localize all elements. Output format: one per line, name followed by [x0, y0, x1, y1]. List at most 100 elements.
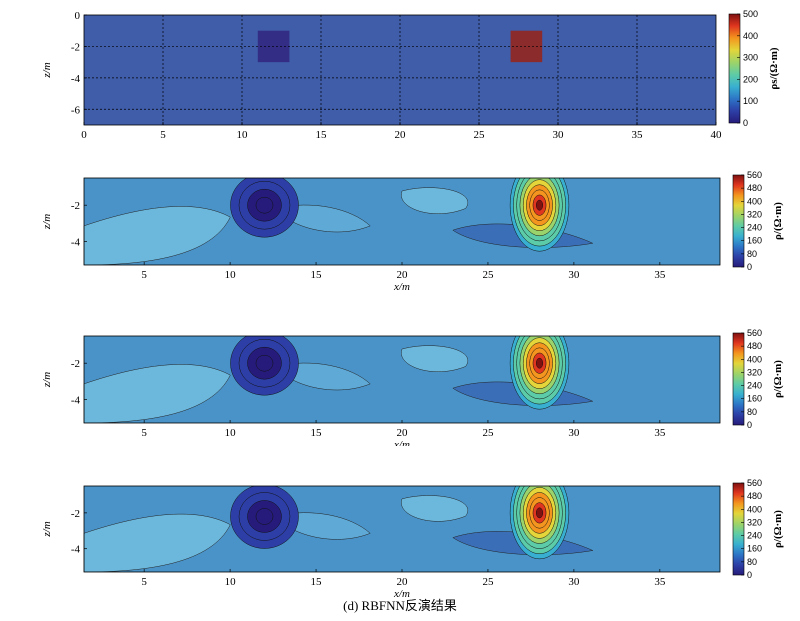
anomaly-contour-1 [255, 196, 274, 214]
x-tick-label: 20 [397, 576, 409, 588]
x-tick-label: 25 [482, 576, 494, 588]
colorbar-tick-label: 320 [747, 517, 762, 527]
x-tick-label: 20 [397, 427, 409, 439]
anomaly-contour-1 [255, 354, 274, 372]
y-tick-label: -6 [71, 104, 81, 116]
contour-band [401, 495, 469, 522]
colorbar [732, 482, 745, 576]
x-tick-label: 40 [711, 129, 723, 141]
anomaly-contour-1 [255, 508, 274, 525]
x-tick-label: 10 [225, 576, 237, 588]
y-axis-label: z/m [41, 214, 53, 230]
y-tick-label: -4 [71, 73, 81, 85]
x-tick-label: 10 [225, 269, 237, 281]
y-tick-label: -4 [71, 394, 81, 406]
mask [24, 446, 720, 486]
colorbar-label: ρ/(Ω·m) [772, 510, 784, 548]
colorbar-tick-label: 240 [747, 381, 762, 391]
y-axis-label: z/m [41, 372, 53, 388]
colorbar-tick-label: 160 [747, 394, 762, 404]
x-tick-label: 20 [395, 129, 407, 141]
x-tick-label: 25 [482, 427, 494, 439]
colorbar-tick-label: 240 [747, 531, 762, 541]
colorbar-tick-label: 0 [743, 118, 748, 128]
mask [24, 296, 720, 336]
y-tick-label: -2 [71, 41, 80, 53]
colorbar-tick-label: 300 [743, 53, 758, 63]
contour-band [274, 362, 371, 391]
colorbar-tick-label: 400 [743, 31, 758, 41]
x-tick-label: 35 [654, 269, 666, 281]
mask [24, 572, 720, 586]
colorbar-tick-label: 320 [747, 209, 762, 219]
y-tick-label: 0 [75, 10, 81, 22]
x-tick-label: 35 [654, 427, 666, 439]
x-tick-label: 15 [311, 269, 323, 281]
x-tick-label: 25 [474, 129, 486, 141]
colorbar-tick-label: 320 [747, 367, 762, 377]
panel-caption: (d) RBFNN反演结果 [343, 598, 457, 613]
anomaly-contour-2 [535, 507, 544, 519]
mask [24, 265, 720, 279]
x-tick-label: 0 [81, 129, 87, 141]
colorbar-label: ρ/(Ω·m) [772, 360, 784, 398]
y-tick-label: -2 [71, 200, 80, 212]
x-tick-label: 25 [482, 269, 494, 281]
contour-band [83, 513, 231, 573]
x-axis-label: x/m [393, 281, 410, 293]
colorbar [728, 13, 741, 124]
x-tick-label: 35 [654, 576, 666, 588]
x-tick-label: 30 [553, 129, 565, 141]
colorbar-tick-label: 480 [747, 341, 762, 351]
colorbar-tick-label: 80 [747, 249, 757, 259]
mask [24, 138, 720, 178]
y-tick-label: -4 [71, 236, 81, 248]
model-background [84, 15, 716, 125]
x-tick-label: 15 [311, 576, 323, 588]
colorbar-tick-label: 160 [747, 236, 762, 246]
y-tick-label: -4 [71, 544, 81, 556]
colorbar-label: ρs/(Ω·m) [768, 47, 780, 90]
colorbar-tick-label: 480 [747, 491, 762, 501]
colorbar-tick-label: 560 [747, 328, 762, 338]
colorbar-tick-label: 560 [747, 170, 762, 180]
x-tick-label: 5 [141, 269, 147, 281]
colorbar-tick-label: 0 [747, 262, 752, 272]
colorbar-tick-label: 0 [747, 570, 752, 580]
colorbar-tick-label: 400 [747, 196, 762, 206]
contour-band [401, 345, 469, 372]
colorbar [732, 332, 745, 426]
colorbar-tick-label: 400 [747, 504, 762, 514]
x-tick-label: 15 [311, 427, 323, 439]
anomaly-contour-2 [535, 199, 544, 211]
panel-d: 5 10 15 20 25 30 35 -2 -4 x/m z/m (d) RBFNN反演结果 560 4… [24, 446, 784, 613]
colorbar [732, 174, 745, 268]
colorbar-tick-label: 240 [747, 223, 762, 233]
contour-band [83, 364, 231, 424]
y-axis-label: z/m [41, 62, 53, 78]
x-tick-label: 10 [225, 427, 237, 439]
x-tick-label: 15 [316, 129, 328, 141]
anomaly-contour-2 [535, 357, 544, 369]
x-axis-label: x/m [393, 588, 410, 600]
colorbar-label: ρ/(Ω·m) [772, 202, 784, 240]
colorbar-tick-label: 0 [747, 420, 752, 430]
x-tick-label: 20 [397, 269, 409, 281]
x-tick-label: 5 [160, 129, 166, 141]
colorbar-tick-label: 80 [747, 407, 757, 417]
colorbar-tick-label: 160 [747, 544, 762, 554]
x-tick-label: 35 [632, 129, 644, 141]
colorbar-tick-label: 560 [747, 478, 762, 488]
y-axis-label: z/m [41, 521, 53, 537]
contour-band [83, 206, 231, 266]
contour-band [274, 512, 371, 540]
colorbar-tick-label: 500 [743, 9, 758, 19]
x-tick-label: 30 [568, 427, 580, 439]
x-tick-label: 5 [141, 576, 147, 588]
y-tick-label: -2 [71, 358, 80, 370]
colorbar-tick-label: 480 [747, 183, 762, 193]
colorbar-tick-label: 80 [747, 557, 757, 567]
